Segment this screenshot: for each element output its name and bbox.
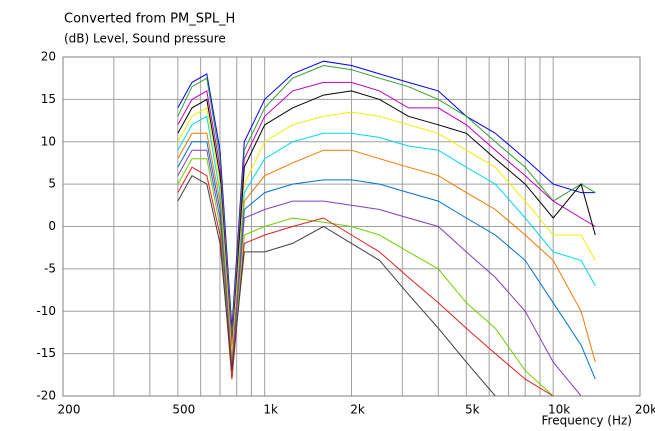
- plot-lines: [177, 60, 596, 396]
- x-tick-label: 500: [172, 403, 195, 417]
- chart-title: Converted from PM_SPL_H: [64, 12, 235, 27]
- x-axis-label: Frequency (Hz): [542, 414, 633, 428]
- y-tick-label: -15: [36, 346, 56, 360]
- series-line: [177, 175, 596, 396]
- y-tick-label: -20: [36, 389, 56, 403]
- y-axis-label: (dB) Level, Sound pressure: [64, 32, 226, 46]
- series-line: [177, 166, 596, 396]
- x-tick-label: 5k: [465, 403, 480, 417]
- series-line: [177, 149, 596, 396]
- y-tick-label: 15: [41, 92, 56, 106]
- x-tick-label: 200: [58, 403, 81, 417]
- series-line: [177, 141, 596, 380]
- x-tick-label: 1k: [263, 403, 278, 417]
- series-line: [177, 64, 596, 337]
- series-line: [177, 81, 596, 346]
- series-line: [177, 115, 596, 363]
- y-tick-label: 5: [48, 177, 56, 191]
- x-tick-label: 2k: [350, 403, 365, 417]
- plot-frame: [62, 56, 641, 397]
- series-line: [177, 107, 596, 354]
- y-tick-label: 0: [48, 219, 56, 233]
- y-tick-label: -10: [36, 304, 56, 318]
- y-tick-label: 10: [41, 134, 56, 148]
- series-line: [177, 158, 596, 396]
- series-line: [177, 90, 596, 354]
- x-tick-label: 20k: [635, 403, 655, 417]
- series-line: [177, 132, 596, 363]
- series-line: [177, 60, 596, 329]
- y-tick-label: 20: [41, 50, 56, 64]
- y-tick-label: -5: [44, 261, 56, 275]
- x-tick-label: 10k: [548, 403, 570, 417]
